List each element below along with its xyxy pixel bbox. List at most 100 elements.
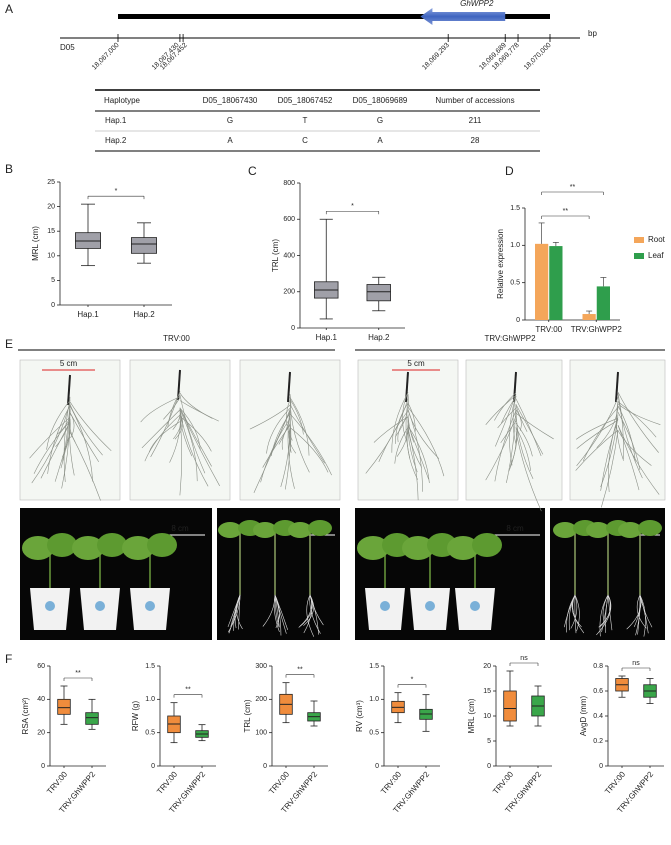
root-branch (407, 409, 423, 492)
leaf (472, 533, 502, 557)
root-branch (515, 404, 544, 455)
root-branch (600, 414, 619, 488)
table-cell: G (227, 116, 233, 125)
chromosome-label: D05 (60, 43, 75, 52)
root-branch (289, 427, 329, 473)
y-tick-label: 0 (51, 302, 55, 309)
root-branch (266, 407, 291, 454)
table-header: D05_18067430 (203, 96, 258, 105)
cup-logo (425, 601, 435, 611)
panel-letter: A (5, 2, 13, 16)
leaf (357, 536, 389, 560)
panel-letter: E (5, 337, 13, 351)
group-label: TRV:00 (163, 334, 190, 343)
leaf (402, 536, 434, 560)
root-branch (289, 421, 292, 457)
root-branch (617, 430, 652, 466)
significance-label: * (115, 188, 118, 195)
tick-label: 18,070,000 (523, 42, 553, 72)
root-branch (515, 423, 533, 457)
root-branch (274, 594, 280, 628)
root-branch (141, 409, 181, 449)
root-branch (407, 430, 418, 473)
y-tick-label: 600 (283, 216, 295, 223)
significance-label: ** (297, 667, 303, 674)
root-branch (407, 425, 430, 484)
root-branch (596, 407, 619, 448)
bar (535, 243, 549, 320)
leaf (553, 522, 577, 538)
bar (596, 286, 610, 320)
x-tick-label: TRV:GhWPP2 (571, 325, 623, 334)
leaf (122, 536, 154, 560)
leaf (586, 522, 610, 538)
root-branch (289, 399, 304, 435)
root-branch (617, 393, 624, 460)
y-axis-label: AvgD (mm) (579, 696, 588, 737)
leaf (72, 536, 104, 560)
root-branch (494, 392, 517, 421)
x-tick-label: TRV:00 (45, 769, 69, 796)
y-axis-label: RV (cm³) (355, 700, 364, 732)
table-cell: G (377, 116, 383, 125)
root-branch (46, 400, 71, 450)
panel-letter: F (5, 652, 12, 666)
panel-letter: B (5, 162, 13, 176)
y-tick-label: 200 (255, 696, 267, 703)
group-label: TRV:GhWPP2 (484, 334, 536, 343)
leaf (447, 536, 479, 560)
root-branch (69, 431, 101, 501)
root-branch (515, 409, 534, 480)
root-scan (465, 359, 563, 501)
root-branch (29, 416, 71, 459)
root-branch (617, 401, 657, 438)
x-tick-label: TRV:00 (267, 769, 291, 796)
table-cell: C (302, 136, 308, 145)
y-tick-label: 60 (37, 663, 45, 670)
cup-logo (145, 601, 155, 611)
root-branch (144, 414, 181, 462)
table-header: Haplotype (104, 96, 141, 105)
box (85, 712, 99, 725)
root-branch (288, 427, 297, 454)
root-branch (140, 396, 181, 423)
table-header: D05_18069689 (353, 96, 408, 105)
significance-label: * (411, 677, 414, 684)
leaf (218, 522, 242, 538)
leaf (308, 520, 332, 536)
y-tick-label: 5 (51, 277, 55, 284)
root-branch (306, 594, 315, 637)
y-tick-label: 15 (483, 688, 491, 695)
y-axis-label: MRL (cm) (467, 698, 476, 733)
root-branch (575, 417, 619, 440)
y-tick-label: 5 (487, 738, 491, 745)
table-cell: Hap.1 (105, 116, 127, 125)
leaf (22, 536, 54, 560)
cup-logo (95, 601, 105, 611)
unit-label: bp (588, 29, 597, 38)
root-branch (167, 392, 181, 428)
y-tick-label: 800 (283, 180, 295, 187)
root-branch (485, 395, 517, 426)
panel-letter: D (505, 164, 514, 178)
root-branch (501, 396, 517, 424)
y-tick-label: 1.0 (145, 696, 155, 703)
y-tick-label: 0 (599, 763, 603, 770)
y-tick-label: 300 (255, 663, 267, 670)
root-branch (570, 594, 578, 629)
root-branch (274, 594, 287, 634)
bar (549, 246, 563, 320)
root-branch (60, 403, 71, 469)
root-branch (309, 594, 321, 634)
root-branch (33, 421, 71, 474)
y-axis-label: RSA (cm²) (21, 697, 30, 734)
root-branch (515, 405, 528, 432)
root-branch (405, 401, 411, 459)
table-cell: 28 (471, 136, 480, 145)
root-branch (407, 406, 445, 477)
root-branch (515, 398, 542, 457)
leaf (638, 520, 662, 536)
x-tick-label: TRV:00 (535, 325, 562, 334)
y-axis-label: MRL (cm) (31, 226, 40, 261)
chromosome-segment (118, 14, 550, 19)
